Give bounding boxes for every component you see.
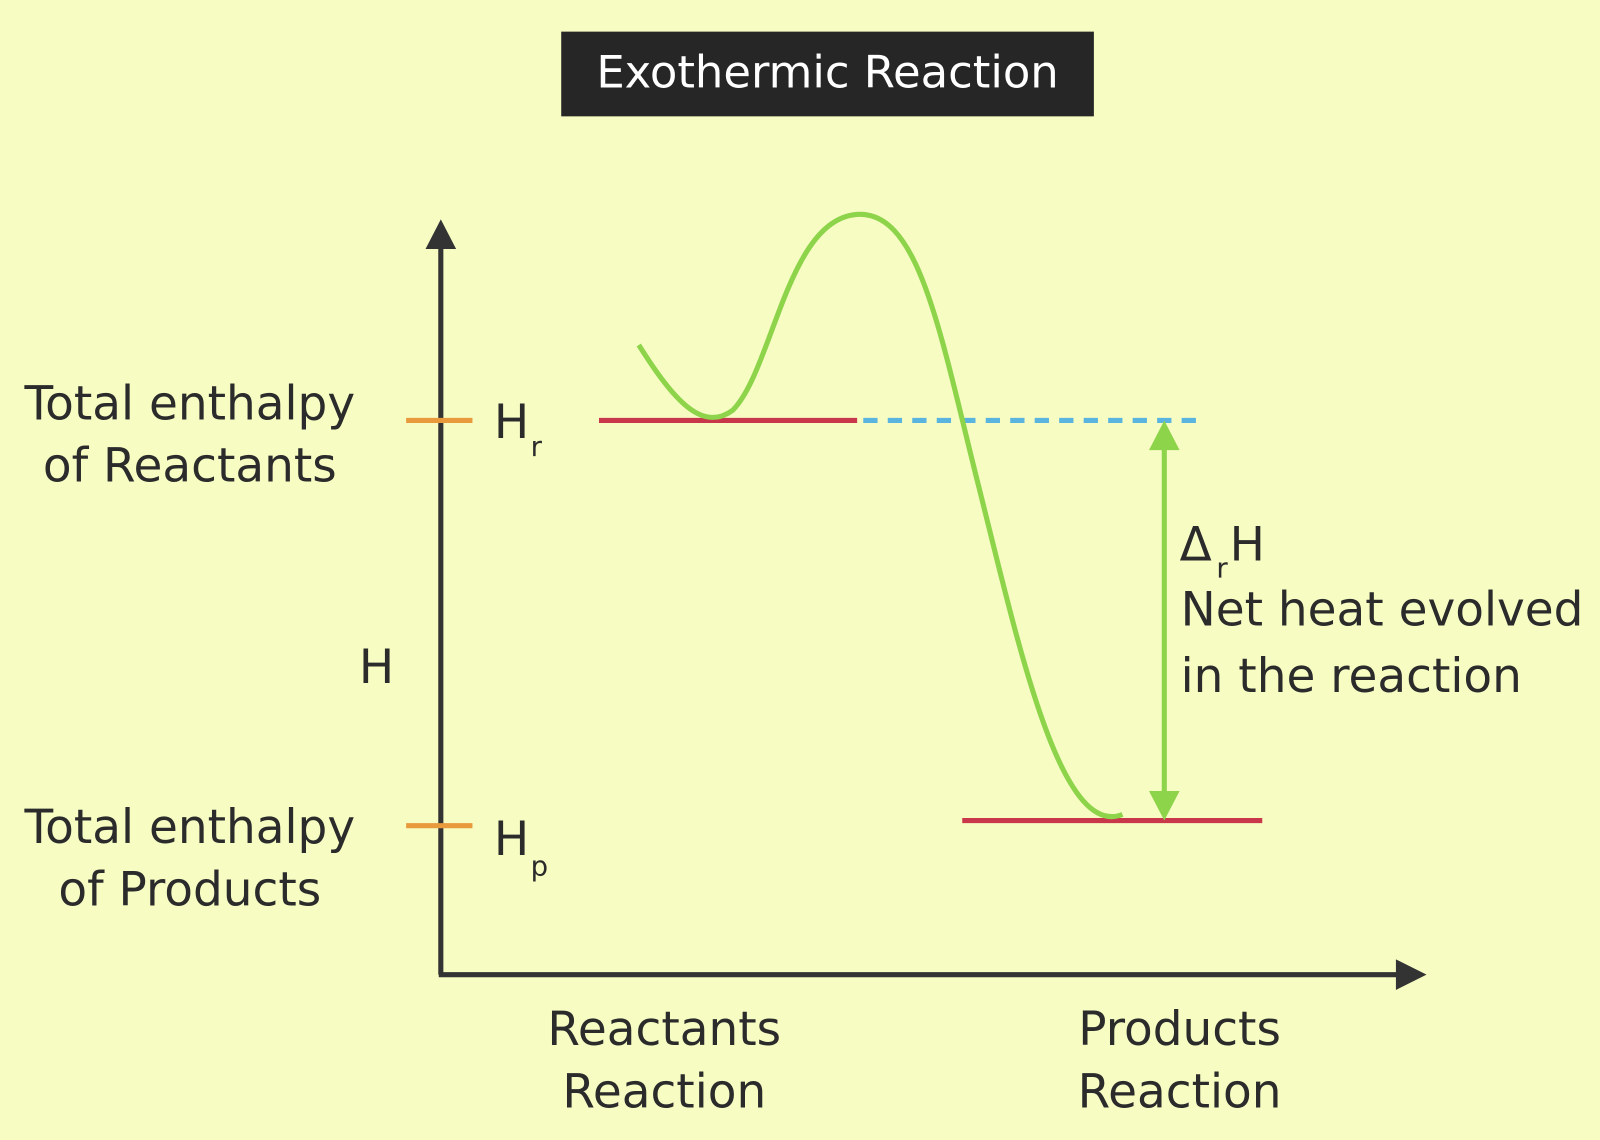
level-subscript: r [531,431,543,463]
level-description: of Reactants [43,439,337,494]
level-subscript: p [531,851,548,883]
delta-after: H [1230,517,1265,572]
level-description: Total enthalpy [23,800,355,855]
delta-arrow-head [1148,420,1180,451]
level-description: Total enthalpy [23,376,355,431]
x-label: Products [1078,1002,1281,1057]
x-label: Reaction [562,1064,766,1119]
energy-curve [636,211,1124,820]
x-axis-arrow [1395,959,1427,990]
x-label: Reactants [547,1002,781,1057]
title-box [561,31,1094,117]
delta-symbol: Δ [1180,517,1212,572]
delta-arrow-head [1148,790,1180,821]
y-axis-label: H [359,640,394,695]
level-description: of Products [58,862,321,917]
level-symbol: H [494,812,529,867]
delta-subscript: r [1216,553,1228,585]
title: Exothermic Reaction [596,46,1058,99]
level-symbol: H [494,395,529,450]
x-label: Reaction [1078,1064,1282,1119]
delta-description: in the reaction [1181,649,1522,704]
y-axis-arrow [425,219,457,250]
delta-description: Net heat evolved [1181,583,1584,638]
